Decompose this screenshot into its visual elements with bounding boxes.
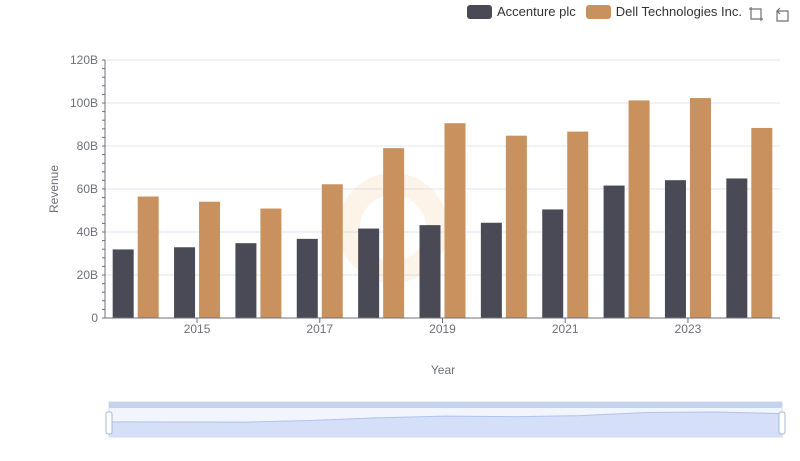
bar-dell[interactable] <box>751 127 773 318</box>
bar-accenture[interactable] <box>419 225 441 318</box>
bar-dell[interactable] <box>137 196 159 318</box>
bar-accenture[interactable] <box>480 222 502 318</box>
bar-accenture[interactable] <box>296 238 318 318</box>
zoom-select-icon[interactable] <box>748 6 764 22</box>
legend-item-dell[interactable]: Dell Technologies Inc. <box>585 4 742 19</box>
bar-dell[interactable] <box>505 135 527 318</box>
bar-dell[interactable] <box>383 148 405 318</box>
bar-dell[interactable] <box>567 131 589 318</box>
bar-dell[interactable] <box>260 208 282 318</box>
bar-accenture[interactable] <box>112 249 134 318</box>
toolbox <box>748 6 790 22</box>
y-tick-label: 120B <box>70 53 98 67</box>
y-tick-label: 100B <box>70 96 98 110</box>
bar-accenture[interactable] <box>358 228 380 318</box>
y-axis-title: Revenue <box>47 165 61 213</box>
bar-accenture[interactable] <box>174 247 196 318</box>
slider-handle-left[interactable] <box>105 411 113 435</box>
slider-handle-right[interactable] <box>778 411 786 435</box>
zoom-slider[interactable] <box>105 401 786 438</box>
bar-accenture[interactable] <box>542 209 564 318</box>
bar-dell[interactable] <box>628 100 650 318</box>
slider-preview-line <box>108 411 783 423</box>
bar-dell[interactable] <box>689 98 711 319</box>
legend-swatch-accenture <box>467 4 492 19</box>
bar-accenture[interactable] <box>235 243 257 318</box>
y-tick-label: 20B <box>77 268 98 282</box>
x-tick-label: 2017 <box>306 322 333 336</box>
x-tick-label: 2019 <box>429 322 456 336</box>
bar-accenture[interactable] <box>664 180 686 318</box>
legend-swatch-dell <box>585 4 611 19</box>
legend-label-dell: Dell Technologies Inc. <box>615 4 742 19</box>
zoom-reset-icon[interactable] <box>774 6 790 22</box>
y-tick-label: 40B <box>77 225 98 239</box>
x-tick-label: 2021 <box>552 322 579 336</box>
bar-dell[interactable] <box>444 123 466 319</box>
slider-preview-area <box>109 412 782 437</box>
bar-dell[interactable] <box>321 184 343 318</box>
y-tick-label: 0 <box>91 311 98 325</box>
bar-accenture[interactable] <box>726 178 748 318</box>
slider-move-handle[interactable] <box>109 402 782 408</box>
y-tick-label: 60B <box>77 182 98 196</box>
bar-dell[interactable] <box>199 201 221 318</box>
legend-item-accenture[interactable]: Accenture plc <box>467 4 576 19</box>
y-tick-label: 80B <box>77 139 98 153</box>
x-tick-label: 2023 <box>675 322 702 336</box>
bar-accenture[interactable] <box>603 185 625 318</box>
legend: Accenture plc Dell Technologies Inc. <box>467 4 742 19</box>
x-axis-title: Year <box>431 363 455 377</box>
bars <box>112 98 773 319</box>
axes: 0 20B 40B 60B 80B 100B 120B 2015 2017 2019 2021 202… <box>70 53 780 336</box>
legend-label-accenture: Accenture plc <box>497 4 576 19</box>
x-tick-label: 2015 <box>184 322 211 336</box>
